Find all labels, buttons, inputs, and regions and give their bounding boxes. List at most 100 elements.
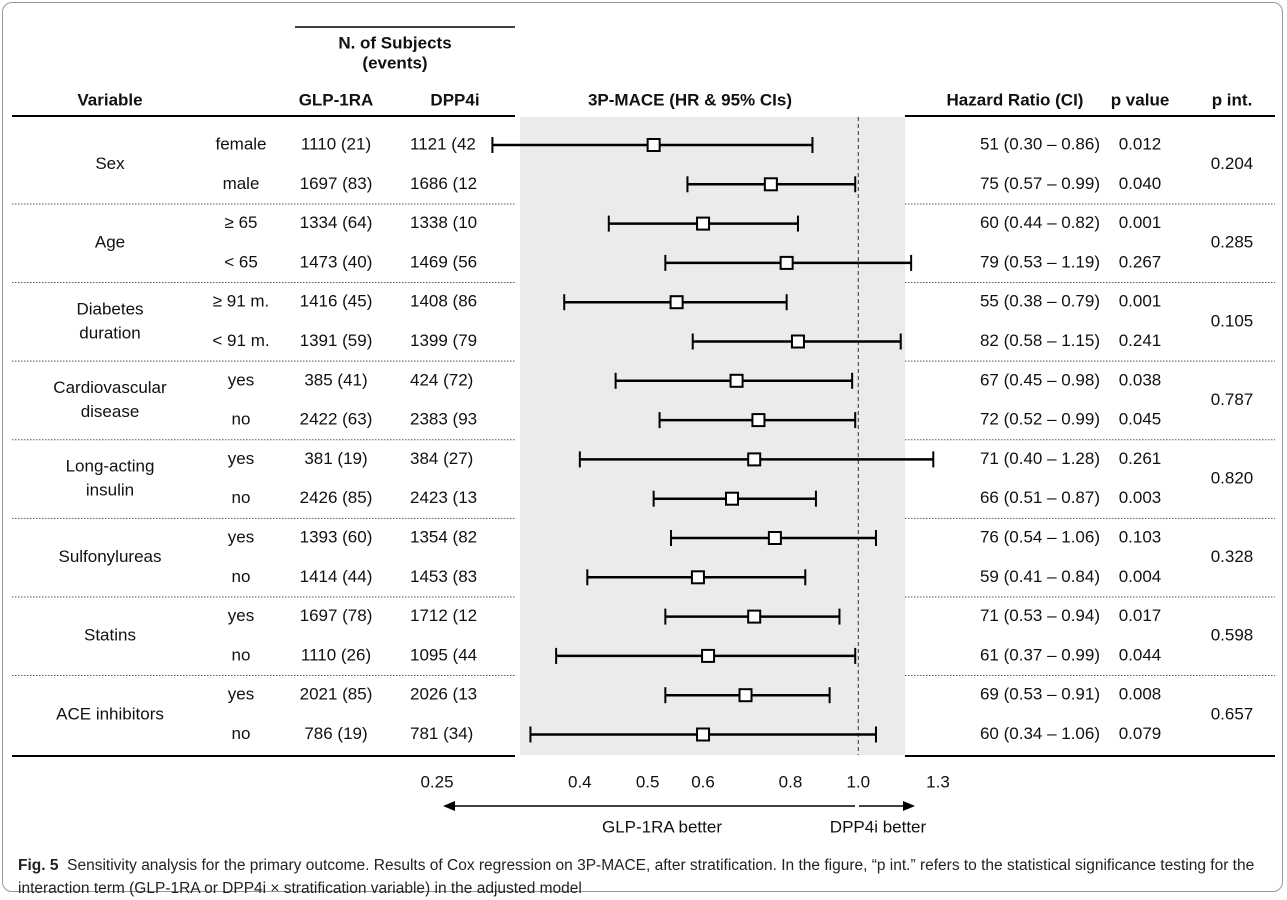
column-header: Hazard Ratio (CI) xyxy=(947,90,1084,109)
column-header: Variable xyxy=(77,90,142,109)
subgroup-label: yes xyxy=(228,606,254,625)
hr-point xyxy=(738,688,753,703)
hazard-ratio: 61 (0.37 – 0.99) xyxy=(980,645,1100,664)
dpp4i-count: 424 (72) xyxy=(410,370,473,389)
dpp4i-count: 1712 (12 xyxy=(410,606,477,625)
subgroup-label: no xyxy=(232,724,251,743)
x-tick-label: 1.0 xyxy=(846,772,870,791)
p-value: 0.008 xyxy=(1119,685,1162,704)
variable-label: insulin xyxy=(86,481,134,500)
p-value: 0.079 xyxy=(1119,724,1162,743)
dpp4i-count: 781 (34) xyxy=(410,724,473,743)
favors-label: GLP-1RA better xyxy=(602,817,722,836)
glp1ra-count: 1416 (45) xyxy=(300,292,373,311)
glp1ra-count: 2426 (85) xyxy=(300,488,373,507)
dpp4i-count: 384 (27) xyxy=(410,449,473,468)
variable-label: Statins xyxy=(84,626,136,645)
hr-point xyxy=(696,727,711,742)
column-header: p value xyxy=(1111,90,1170,109)
hr-point xyxy=(690,570,705,585)
dpp4i-count: 2383 (93 xyxy=(410,410,477,429)
variable-label: duration xyxy=(79,323,140,342)
p-value: 0.261 xyxy=(1119,449,1162,468)
hr-point xyxy=(751,413,766,428)
glp1ra-count: 385 (41) xyxy=(304,370,367,389)
hr-point xyxy=(747,609,762,624)
variable-label: Sex xyxy=(95,154,125,173)
p-value: 0.012 xyxy=(1119,134,1162,153)
glp1ra-count: 786 (19) xyxy=(304,724,367,743)
subgroup-label: ≥ 65 xyxy=(225,213,258,232)
dpp4i-count: 1399 (79 xyxy=(410,331,477,350)
hr-point xyxy=(696,216,711,231)
p-value: 0.038 xyxy=(1119,370,1162,389)
x-tick-label: 1.3 xyxy=(926,772,950,791)
p-interaction: 0.598 xyxy=(1211,626,1254,645)
x-tick-label: 0.5 xyxy=(636,772,660,791)
dpp4i-count: 1453 (83 xyxy=(410,567,477,586)
p-value: 0.001 xyxy=(1119,292,1162,311)
subgroup-label: female xyxy=(215,134,266,153)
p-value: 0.003 xyxy=(1119,488,1162,507)
hazard-ratio: 60 (0.34 – 1.06) xyxy=(980,724,1100,743)
hazard-ratio: 67 (0.45 – 0.98) xyxy=(980,370,1100,389)
arrow-head xyxy=(903,801,915,811)
subgroup-label: yes xyxy=(228,685,254,704)
hr-point xyxy=(669,295,684,310)
arrow-head xyxy=(443,801,455,811)
glp1ra-count: 1414 (44) xyxy=(300,567,373,586)
p-value: 0.103 xyxy=(1119,527,1162,546)
x-tick-label: 0.25 xyxy=(420,772,453,791)
subgroup-label: yes xyxy=(228,527,254,546)
column-header: GLP-1RA xyxy=(299,90,374,109)
p-interaction: 0.328 xyxy=(1211,547,1254,566)
caption-label: Fig. 5 xyxy=(18,857,59,874)
hr-point xyxy=(767,531,782,545)
p-value: 0.017 xyxy=(1119,606,1162,625)
glp1ra-count: 1391 (59) xyxy=(300,331,373,350)
hr-point xyxy=(701,648,716,663)
p-interaction: 0.105 xyxy=(1211,311,1254,330)
forest-plot: N. of Subjects (events) Variable GLP-1RA… xyxy=(12,26,1275,836)
dpp4i-count: 1469 (56 xyxy=(410,252,477,271)
x-tick-label: 0.8 xyxy=(779,772,803,791)
x-tick-label: 0.6 xyxy=(691,772,715,791)
glp1ra-count: 2021 (85) xyxy=(300,685,373,704)
hr-point xyxy=(729,373,744,388)
dpp4i-count: 1408 (86 xyxy=(410,292,477,311)
caption-text: Sensitivity analysis for the primary out… xyxy=(18,857,1255,897)
subgroup-label: < 65 xyxy=(224,252,258,271)
dpp4i-count: 2026 (13 xyxy=(410,685,477,704)
p-interaction: 0.820 xyxy=(1211,469,1254,488)
dpp4i-count: 1686 (12 xyxy=(410,174,477,193)
hazard-ratio: 71 (0.40 – 1.28) xyxy=(980,449,1100,468)
variable-label: Age xyxy=(95,233,125,252)
hazard-ratio: 71 (0.53 – 0.94) xyxy=(980,606,1100,625)
p-value: 0.004 xyxy=(1119,567,1162,586)
subgroup-label: no xyxy=(232,567,251,586)
glp1ra-count: 1697 (78) xyxy=(300,606,373,625)
subgroup-label: male xyxy=(223,174,260,193)
hazard-ratio: 55 (0.38 – 0.79) xyxy=(980,292,1100,311)
hazard-ratio: 75 (0.57 – 0.99) xyxy=(980,174,1100,193)
subgroup-label: no xyxy=(232,410,251,429)
variable-label: Cardiovascular xyxy=(53,378,167,397)
subgroup-label: ≥ 91 m. xyxy=(213,292,270,311)
hr-point xyxy=(763,177,778,192)
hr-point xyxy=(646,138,661,152)
favors-label: DPP4i better xyxy=(830,817,927,836)
p-interaction: 0.204 xyxy=(1211,154,1254,173)
p-interaction: 0.285 xyxy=(1211,233,1254,252)
glp1ra-count: 1110 (21) xyxy=(301,134,371,153)
hazard-ratio: 60 (0.44 – 0.82) xyxy=(980,213,1100,232)
glp1ra-count: 381 (19) xyxy=(304,449,367,468)
p-interaction: 0.787 xyxy=(1211,390,1254,409)
variable-label: disease xyxy=(81,402,140,421)
column-header: (events) xyxy=(362,53,427,72)
hr-point xyxy=(779,255,794,270)
subgroup-label: < 91 m. xyxy=(212,331,269,350)
hazard-ratio: 76 (0.54 – 1.06) xyxy=(980,527,1100,546)
hazard-ratio: 79 (0.53 – 1.19) xyxy=(980,252,1100,271)
dpp4i-count: 1354 (82 xyxy=(410,527,477,546)
